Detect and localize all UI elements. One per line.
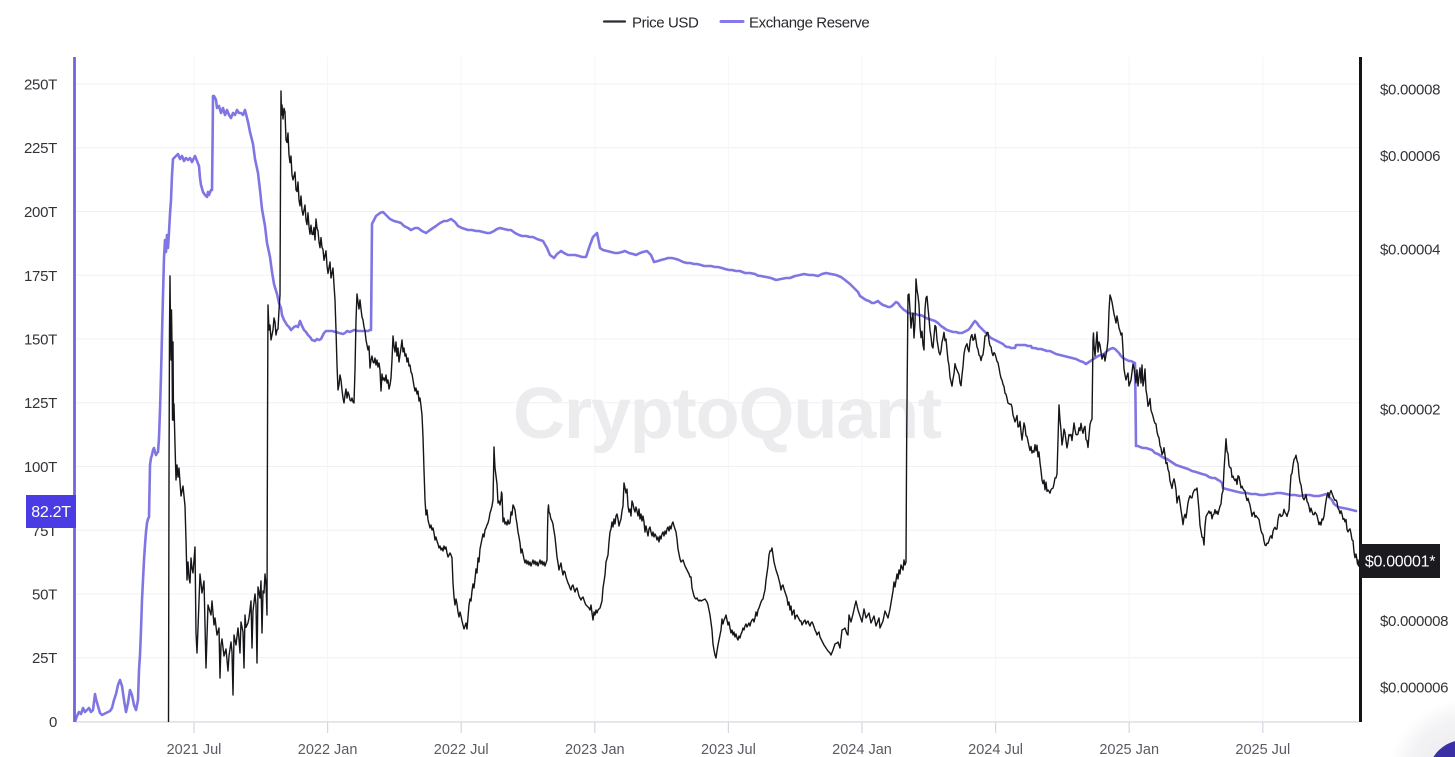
svg-text:$0.000006: $0.000006 [1380,680,1448,697]
svg-text:225T: 225T [24,140,57,157]
svg-text:25T: 25T [32,650,57,667]
svg-text:$0.00004: $0.00004 [1380,242,1440,259]
svg-text:2021 Jul: 2021 Jul [167,742,222,757]
svg-text:82.2T: 82.2T [31,504,71,521]
svg-text:2025 Jan: 2025 Jan [1099,742,1159,757]
svg-text:2023 Jan: 2023 Jan [565,742,625,757]
svg-text:125T: 125T [24,395,57,412]
svg-text:2025 Jul: 2025 Jul [1235,742,1290,757]
svg-text:$0.00008: $0.00008 [1380,82,1440,99]
svg-text:175T: 175T [24,268,57,285]
svg-text:2024 Jul: 2024 Jul [968,742,1023,757]
svg-text:2024 Jan: 2024 Jan [832,742,892,757]
svg-text:$0.00001*: $0.00001* [1365,554,1435,571]
svg-text:50T: 50T [32,587,57,604]
svg-text:250T: 250T [24,77,57,94]
svg-text:$0.000008: $0.000008 [1380,613,1448,630]
svg-text:150T: 150T [24,332,57,349]
svg-text:CryptoQuant: CryptoQuant [513,374,942,454]
svg-text:$0.00002: $0.00002 [1380,402,1440,419]
svg-text:Exchange Reserve: Exchange Reserve [749,15,869,32]
svg-text:2022 Jul: 2022 Jul [434,742,489,757]
svg-text:Price USD: Price USD [632,15,699,32]
svg-text:2022 Jan: 2022 Jan [298,742,358,757]
svg-text:200T: 200T [24,204,57,221]
svg-text:0: 0 [49,714,57,731]
svg-text:100T: 100T [24,459,57,476]
svg-text:$0.00006: $0.00006 [1380,148,1440,165]
svg-text:2023 Jul: 2023 Jul [701,742,756,757]
